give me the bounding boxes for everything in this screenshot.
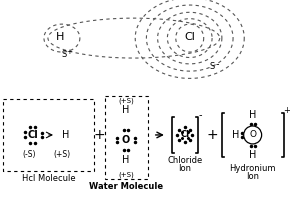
Text: Chloride: Chloride [167, 156, 202, 165]
Text: Ion: Ion [178, 164, 191, 173]
Text: H: H [122, 155, 130, 165]
Text: Cl: Cl [28, 130, 38, 140]
Text: Ion: Ion [246, 172, 259, 181]
Text: (+S): (+S) [118, 172, 134, 178]
Text: H: H [122, 105, 130, 115]
Text: H: H [232, 130, 239, 140]
Text: O: O [249, 130, 256, 139]
Text: Cl: Cl [184, 32, 195, 42]
Text: -: - [216, 59, 220, 69]
Text: -: - [199, 110, 202, 120]
Text: Water Molecule: Water Molecule [89, 182, 163, 191]
Circle shape [244, 126, 262, 144]
Text: Hydronium: Hydronium [229, 164, 276, 173]
Text: +: + [283, 107, 290, 116]
Text: Hcl Molecule: Hcl Molecule [22, 174, 75, 183]
Text: (-S): (-S) [22, 150, 36, 159]
Text: Cl: Cl [180, 130, 189, 139]
Text: S: S [209, 62, 214, 71]
Text: (+S): (+S) [118, 98, 134, 104]
Text: H: H [56, 32, 64, 42]
Text: H: H [62, 130, 70, 140]
Text: +: + [207, 128, 219, 142]
Text: (+S): (+S) [53, 150, 70, 159]
Text: H: H [249, 110, 256, 120]
Text: S: S [61, 50, 66, 59]
Text: H: H [249, 150, 256, 160]
Text: +: + [66, 49, 72, 55]
Text: +: + [93, 128, 105, 142]
Text: O: O [122, 135, 130, 145]
